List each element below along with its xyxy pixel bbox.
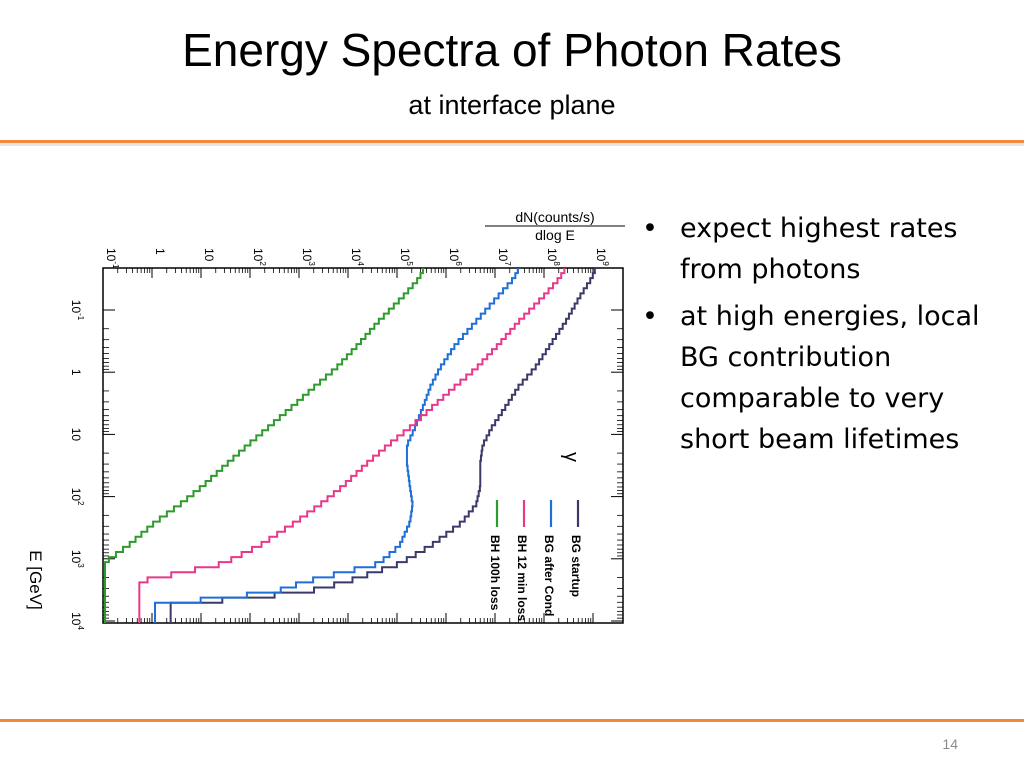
y-tick-label-base: 10 xyxy=(594,248,608,262)
x-tick-label-base: 10 xyxy=(69,300,83,314)
slide-subtitle: at interface plane xyxy=(408,90,616,120)
x-tick-label: 102 xyxy=(69,488,85,506)
x-tick-label-base: 1 xyxy=(69,369,83,376)
y-tick-label: 107 xyxy=(496,248,512,266)
x-tick-label-exponent: 2 xyxy=(76,501,85,506)
y-tick-label-exponent: 9 xyxy=(601,261,610,266)
y-tick-label-exponent: 7 xyxy=(503,261,512,266)
series-lines xyxy=(104,268,596,623)
x-tick-label-exponent: -1 xyxy=(76,313,85,321)
axis-ticks xyxy=(102,268,623,623)
bullet-item: • expect highest rates from photons xyxy=(640,208,1010,290)
y-tick-label-base: 10 xyxy=(447,248,461,262)
particle-annotation: γ xyxy=(560,452,582,462)
y-tick-label-exponent: 3 xyxy=(307,261,316,266)
legend-label: BH 100h loss xyxy=(488,535,502,611)
header-divider xyxy=(0,140,1024,143)
x-tick-label: 1 xyxy=(69,369,83,376)
page-number: 14 xyxy=(942,736,958,752)
y-tick-label-exponent: 2 xyxy=(258,261,267,266)
header-divider-shadow xyxy=(0,143,1024,146)
bullet-text: at high energies, local BG contribution … xyxy=(680,301,980,455)
y-tick-label-base: 10 xyxy=(545,248,559,262)
x-tick-label: 10 xyxy=(69,428,83,442)
bullet-list: • expect highest rates from photons • at h… xyxy=(640,208,1010,466)
series-line xyxy=(138,268,566,623)
y-tick-label-base: 10 xyxy=(398,248,412,262)
series-line xyxy=(104,268,424,623)
y-tick-label-exponent: 4 xyxy=(356,261,365,266)
x-tick-label: 104 xyxy=(69,612,85,630)
x-tick-label-base: 10 xyxy=(69,550,83,564)
y-tick-label-base: 1 xyxy=(153,248,167,255)
x-tick-label-base: 10 xyxy=(69,428,83,442)
y-tick-label-exponent: 6 xyxy=(454,261,463,266)
y-tick-label: 10 xyxy=(202,248,216,262)
x-tick-label: 10-1 xyxy=(69,300,85,321)
legend-label: BG startup xyxy=(569,535,583,597)
series-line xyxy=(169,268,596,623)
x-axis-label: E [GeV] xyxy=(26,550,45,610)
y-tick-label-exponent: 8 xyxy=(552,261,561,266)
legend-label: BG after Cond xyxy=(542,535,556,616)
y-tick-label: 105 xyxy=(398,248,414,266)
photon-energy-spectra-chart: dN(counts/s) dlog E 10-11 10 1021031041051… xyxy=(26,209,625,631)
y-axis-label: dN(counts/s) dlog E xyxy=(485,209,625,243)
bullet-dot-icon: • xyxy=(642,213,658,244)
y-tick-label-base: 10 xyxy=(202,248,216,262)
y-tick-label-base: 10 xyxy=(251,248,265,262)
series-line xyxy=(154,268,519,623)
y-tick-label: 104 xyxy=(349,248,365,266)
slide-title: Energy Spectra of Photon Rates xyxy=(182,24,842,76)
x-tick-label-base: 10 xyxy=(69,488,83,502)
bullet-text: expect highest rates from photons xyxy=(680,213,958,285)
y-tick-label: 102 xyxy=(251,248,267,266)
y-tick-label: 1 xyxy=(153,248,167,255)
y-tick-label-base: 10 xyxy=(104,248,118,262)
y-axis-label-denominator: dlog E xyxy=(535,227,575,243)
y-tick-label-base: 10 xyxy=(300,248,314,262)
legend-label: BH 12 min loss xyxy=(515,535,529,621)
bullet-dot-icon: • xyxy=(642,301,658,332)
y-axis-label-numerator: dN(counts/s) xyxy=(515,209,594,225)
x-tick-label: 103 xyxy=(69,550,85,568)
y-tick-label-base: 10 xyxy=(349,248,363,262)
y-tick-label: 108 xyxy=(545,248,561,266)
x-tick-label-exponent: 4 xyxy=(76,625,85,630)
bullet-item: • at high energies, local BG contribution… xyxy=(640,296,1010,460)
y-tick-label: 10-1 xyxy=(104,248,120,269)
y-tick-label: 109 xyxy=(594,248,610,266)
x-tick-label-base: 10 xyxy=(69,612,83,626)
y-tick-label-base: 10 xyxy=(496,248,510,262)
footer-divider xyxy=(0,719,1024,722)
y-tick-label: 106 xyxy=(447,248,463,266)
y-tick-label: 103 xyxy=(300,248,316,266)
y-tick-label-exponent: 5 xyxy=(405,261,414,266)
legend: BG startup BG after Cond BH 12 min loss BH … xyxy=(488,500,583,621)
y-tick-label-exponent: -1 xyxy=(111,261,120,269)
x-tick-label-exponent: 3 xyxy=(76,563,85,568)
